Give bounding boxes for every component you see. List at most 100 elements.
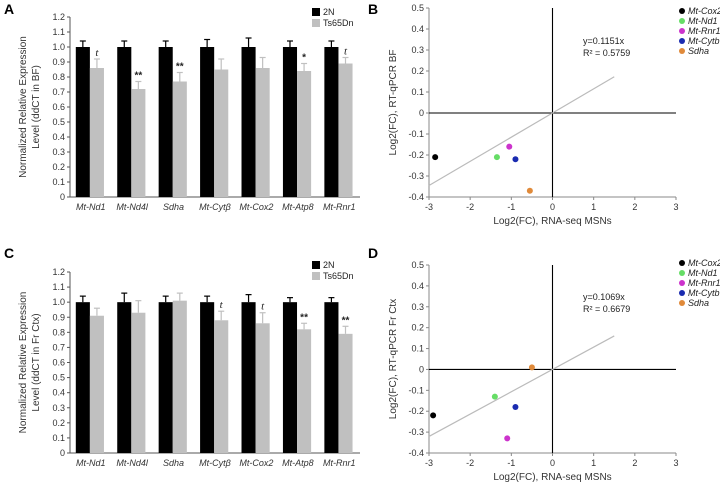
bar-2n: [282, 47, 298, 197]
bar-2n: [158, 47, 173, 197]
legend-label-mt-cytb: Mt-Cytb: [688, 36, 720, 46]
bar-ts65dn: [89, 68, 104, 197]
y-axis-title: Log2(FC), RT-qPCR Fr Ctx: [388, 299, 399, 419]
category-label: Sdha: [163, 458, 184, 468]
y-axis-title-line-2: Level (ddCT in BF): [31, 65, 42, 149]
panel-letter-d: D: [368, 245, 378, 261]
y-tick-label: 0: [60, 192, 65, 202]
y-axis-title-line-1: Normalized Relative Expression: [18, 36, 29, 178]
bar-2n: [241, 302, 256, 453]
point-sdha: [528, 364, 535, 371]
y-tick-label: 0.6: [52, 102, 65, 112]
legend-label-ts65dn: Ts65Dn: [323, 18, 354, 28]
y-tick-label: 0.9: [52, 312, 65, 322]
legend-marker-mt-cytb: [679, 38, 685, 44]
category-label: Mt-Cytβ: [199, 202, 231, 212]
y-tick-label: -0.4: [408, 448, 424, 458]
x-tick-label: -1: [507, 458, 515, 468]
x-tick-label: -2: [466, 458, 474, 468]
category-label: Mt-Nd1: [76, 202, 106, 212]
scatter-chart-b: 0.5 0.4 0.3 0.2 0.1 0 -0.1 -0.2 -0.3 -0.4-3 -2 -1 0 1…: [388, 3, 720, 227]
x-tick-label: 1: [591, 458, 596, 468]
legend-label-2n: 2N: [323, 7, 335, 17]
category-label: Mt-Nd1: [76, 458, 106, 468]
significance-label: *: [302, 53, 306, 64]
legend-swatch-2n: [312, 261, 320, 269]
category-label: Mt-Atp8: [282, 458, 314, 468]
y-tick-label: 1.2: [52, 12, 65, 22]
bar-ts65dn: [297, 329, 312, 453]
bar-ts65dn: [297, 71, 312, 197]
y-tick-label: 0.8: [52, 72, 65, 82]
y-tick-label: 0: [419, 108, 424, 118]
bar-ts65dn: [172, 81, 187, 197]
y-tick-label: 0.7: [52, 87, 65, 97]
legend-swatch-2n: [312, 8, 320, 16]
y-tick-label: 1.0: [52, 42, 65, 52]
bar-ts65dn: [131, 89, 146, 197]
legend-label-ts65dn: Ts65Dn: [323, 271, 354, 281]
category-label: Sdha: [163, 202, 184, 212]
bar-2n: [117, 47, 132, 197]
bar-ts65dn: [214, 320, 229, 453]
legend-marker-mt-rnr1: [679, 28, 685, 34]
x-tick-label: -3: [425, 458, 433, 468]
y-tick-label: 0: [60, 448, 65, 458]
bar-2n: [158, 302, 173, 453]
y-axis-title: Normalized Relative Expression Level (ddC…: [18, 36, 42, 178]
bar-ts65dn: [255, 68, 270, 197]
y-tick-label: 0: [419, 364, 424, 374]
y-tick-label: 0.5: [52, 117, 65, 127]
y-tick-label: 0.3: [52, 403, 65, 413]
x-axis-title: Log2(FC), RNA-seq MSNs: [493, 472, 611, 483]
y-tick-label: -0.4: [408, 192, 424, 202]
significance-label: **: [176, 62, 184, 73]
legend-label-mt-cox2: Mt-Cox2: [688, 6, 720, 16]
legend-marker-mt-cox2: [679, 260, 685, 266]
category-label: Mt-Rnr1: [323, 458, 356, 468]
y-tick-label: 0.1: [411, 87, 424, 97]
bar-chart-c: 0 0.1 0.2 0.3 0.4 0.5 0.6 0.7 0.8 0.9 1.0 1.1 1.2 Nor…: [18, 260, 360, 468]
legend-label-mt-nd1: Mt-Nd1: [688, 268, 718, 278]
y-tick-label: 0.3: [52, 147, 65, 157]
category-label: Mt-Rnr1: [323, 202, 356, 212]
scatter-chart-d: 0.5 0.4 0.3 0.2 0.1 0 -0.1 -0.2 -0.3 -0.4-3 -2 -1 0 1…: [388, 258, 720, 483]
category-label: Mt-Cox2: [239, 458, 273, 468]
panel-letter-c: C: [4, 245, 14, 261]
x-tick-label: 3: [673, 202, 678, 212]
legend-label-mt-nd1: Mt-Nd1: [688, 16, 718, 26]
y-tick-label: 1.1: [52, 282, 65, 292]
y-tick-label: 0.2: [52, 162, 65, 172]
significance-label: **: [300, 312, 308, 323]
x-tick-label: 2: [632, 202, 637, 212]
bar-2n: [324, 47, 339, 197]
legend-marker-mt-cox2: [679, 8, 685, 14]
y-tick-label: 0.4: [411, 281, 424, 291]
y-axis-title: Normalized Relative Expression Level (ddC…: [18, 292, 42, 434]
y-tick-label: 0.4: [52, 132, 65, 142]
y-tick-label: -0.3: [408, 171, 424, 181]
legend-marker-sdha: [679, 48, 685, 54]
point-mt-cox2: [432, 154, 439, 161]
significance-label: t: [344, 46, 348, 58]
y-tick-label: -0.2: [408, 150, 424, 160]
trend-r-squared: R² = 0.5759: [583, 48, 630, 58]
y-tick-label: 0.3: [411, 302, 424, 312]
bar-ts65dn: [338, 63, 353, 197]
legend-marker-mt-rnr1: [679, 280, 685, 286]
legend-marker-sdha: [679, 300, 685, 306]
y-tick-label: 1.0: [52, 297, 65, 307]
y-tick-label: 0.2: [52, 418, 65, 428]
legend-swatch-ts65dn: [312, 272, 320, 280]
x-tick-label: -2: [466, 202, 474, 212]
panel-letter-b: B: [368, 1, 378, 17]
category-label: Mt-Cox2: [239, 202, 273, 212]
x-tick-label: 0: [550, 458, 555, 468]
bar-chart-a: 0 0.1 0.2 0.3 0.4 0.5 0.6 0.7 0.8 0.9 1.0 1.1 1.2 Nor…: [18, 7, 360, 212]
bar-2n: [200, 302, 215, 453]
y-tick-label: 0.4: [52, 388, 65, 398]
y-tick-label: -0.3: [408, 427, 424, 437]
x-tick-label: -3: [425, 202, 433, 212]
panel-letter-a: A: [4, 1, 14, 17]
